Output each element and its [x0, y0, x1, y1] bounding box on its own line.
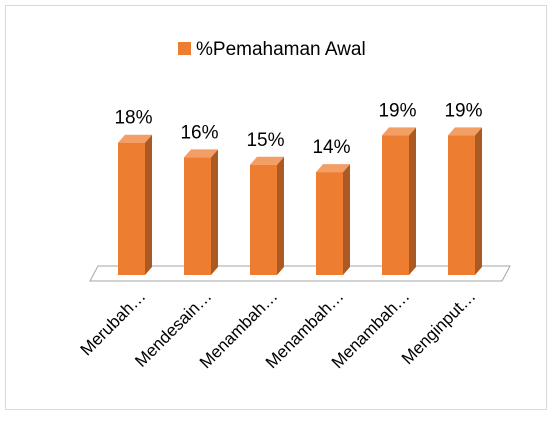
bar-top — [118, 134, 152, 143]
bar-top — [316, 164, 350, 173]
bar-front — [250, 164, 277, 275]
legend-swatch — [178, 42, 191, 55]
bar-top — [448, 127, 482, 136]
bar-side — [145, 134, 152, 275]
legend-label: %Pemahaman Awal — [196, 39, 366, 60]
bar-top — [382, 127, 416, 136]
floor — [89, 265, 511, 282]
data-label: 16% — [180, 122, 218, 143]
bar-side — [409, 127, 416, 275]
data-label: 19% — [378, 100, 416, 121]
bar-side — [475, 127, 482, 275]
bar — [118, 134, 152, 275]
bar — [316, 164, 350, 275]
bar-front — [448, 135, 475, 275]
bar-front — [382, 135, 409, 275]
bar-side — [343, 164, 350, 275]
bar-front — [316, 172, 343, 275]
bar-top — [250, 156, 284, 165]
data-label: 19% — [444, 100, 482, 121]
bar-front — [184, 157, 211, 275]
data-label: 18% — [114, 108, 152, 129]
bar-side — [277, 156, 284, 275]
data-label: 14% — [312, 137, 350, 158]
data-label: 15% — [246, 130, 284, 151]
bar — [382, 127, 416, 275]
bar — [250, 156, 284, 275]
bar-front — [118, 142, 145, 275]
bar — [448, 127, 482, 275]
bar-side — [211, 149, 218, 275]
bar — [184, 149, 218, 275]
bar-top — [184, 149, 218, 158]
